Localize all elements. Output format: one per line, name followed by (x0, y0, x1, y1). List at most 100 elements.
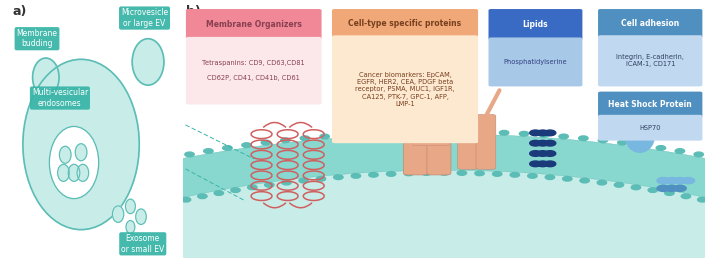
Circle shape (113, 206, 124, 222)
Circle shape (247, 185, 257, 190)
Circle shape (544, 130, 556, 136)
Circle shape (320, 134, 329, 139)
Circle shape (528, 174, 537, 178)
Circle shape (499, 131, 509, 135)
Circle shape (185, 152, 195, 157)
Text: Multi-vesicular
endosomes: Multi-vesicular endosomes (32, 88, 88, 108)
Circle shape (242, 143, 251, 148)
Circle shape (340, 133, 349, 137)
Circle shape (682, 178, 694, 184)
Circle shape (404, 171, 413, 176)
Text: HSP70: HSP70 (639, 125, 661, 131)
Text: Lipids: Lipids (522, 20, 548, 29)
Text: a): a) (12, 5, 27, 18)
Circle shape (75, 144, 87, 161)
Circle shape (264, 183, 274, 187)
Circle shape (419, 130, 429, 134)
Circle shape (544, 140, 556, 146)
FancyBboxPatch shape (186, 37, 321, 104)
Text: Membrane Organizers: Membrane Organizers (206, 20, 302, 29)
Circle shape (386, 172, 396, 176)
Circle shape (126, 221, 135, 233)
FancyBboxPatch shape (489, 9, 582, 40)
Circle shape (32, 58, 59, 97)
Ellipse shape (625, 121, 654, 152)
Circle shape (133, 39, 164, 85)
FancyBboxPatch shape (598, 115, 702, 141)
Circle shape (58, 164, 69, 181)
Circle shape (529, 130, 541, 136)
Text: Exosome
or small EV: Exosome or small EV (121, 234, 164, 254)
Circle shape (493, 172, 502, 176)
Circle shape (580, 178, 589, 183)
Circle shape (563, 176, 572, 181)
Circle shape (697, 197, 705, 202)
Circle shape (674, 178, 686, 184)
Text: Integrin, E-cadherin,
ICAM-1, CD171: Integrin, E-cadherin, ICAM-1, CD171 (616, 54, 684, 67)
FancyBboxPatch shape (403, 106, 427, 175)
FancyBboxPatch shape (489, 37, 582, 86)
Circle shape (214, 191, 223, 195)
Circle shape (545, 175, 555, 180)
Circle shape (460, 130, 469, 134)
Circle shape (537, 151, 548, 156)
Circle shape (579, 136, 588, 141)
Circle shape (537, 140, 548, 146)
Circle shape (537, 130, 548, 136)
Text: Microvesicle
or large EV: Microvesicle or large EV (121, 8, 168, 28)
Circle shape (400, 130, 409, 134)
Text: Tetraspanins: CD9, CD63,CD81

CD62P, CD41, CD41b, CD61: Tetraspanins: CD9, CD63,CD81 CD62P, CD41… (202, 60, 305, 81)
Circle shape (360, 131, 369, 136)
Circle shape (537, 161, 548, 167)
FancyBboxPatch shape (332, 35, 478, 143)
Circle shape (544, 151, 556, 156)
Circle shape (181, 197, 191, 202)
Circle shape (68, 164, 80, 181)
FancyBboxPatch shape (476, 115, 496, 169)
Circle shape (681, 194, 691, 199)
Text: Cell adhesion: Cell adhesion (621, 19, 680, 28)
Circle shape (333, 175, 343, 180)
Circle shape (351, 174, 360, 178)
Circle shape (475, 171, 484, 176)
FancyBboxPatch shape (598, 92, 702, 117)
Circle shape (694, 152, 704, 157)
Circle shape (674, 185, 686, 191)
Circle shape (300, 136, 309, 141)
Circle shape (49, 126, 99, 199)
FancyBboxPatch shape (598, 9, 702, 38)
Circle shape (281, 138, 290, 143)
FancyBboxPatch shape (186, 9, 321, 39)
FancyBboxPatch shape (598, 35, 702, 86)
Circle shape (510, 172, 520, 177)
Circle shape (379, 131, 389, 135)
Circle shape (529, 161, 541, 167)
Circle shape (665, 191, 674, 195)
Circle shape (637, 143, 646, 148)
Circle shape (282, 180, 291, 185)
Circle shape (136, 209, 147, 224)
Circle shape (439, 171, 449, 175)
Circle shape (599, 138, 608, 143)
Circle shape (457, 171, 467, 175)
Circle shape (369, 172, 378, 177)
Circle shape (317, 176, 326, 181)
Circle shape (422, 171, 431, 175)
Circle shape (529, 140, 541, 146)
Circle shape (261, 140, 271, 145)
Circle shape (299, 178, 308, 183)
Circle shape (648, 188, 658, 192)
Circle shape (223, 146, 232, 150)
Circle shape (479, 130, 489, 134)
Polygon shape (0, 170, 705, 258)
Circle shape (544, 161, 556, 167)
Circle shape (631, 185, 641, 190)
Text: Cancer biomarkers: EpCAM,
EGFR, HER2, CEA, PDGF beta
receptor, PSMA, MUC1, IGF1R: Cancer biomarkers: EpCAM, EGFR, HER2, CE… (355, 72, 455, 107)
Circle shape (539, 133, 548, 137)
Circle shape (666, 185, 678, 191)
Circle shape (529, 151, 541, 156)
Circle shape (657, 185, 670, 191)
Circle shape (77, 164, 89, 181)
Text: Membrane
budding: Membrane budding (16, 29, 58, 49)
Circle shape (675, 149, 685, 154)
